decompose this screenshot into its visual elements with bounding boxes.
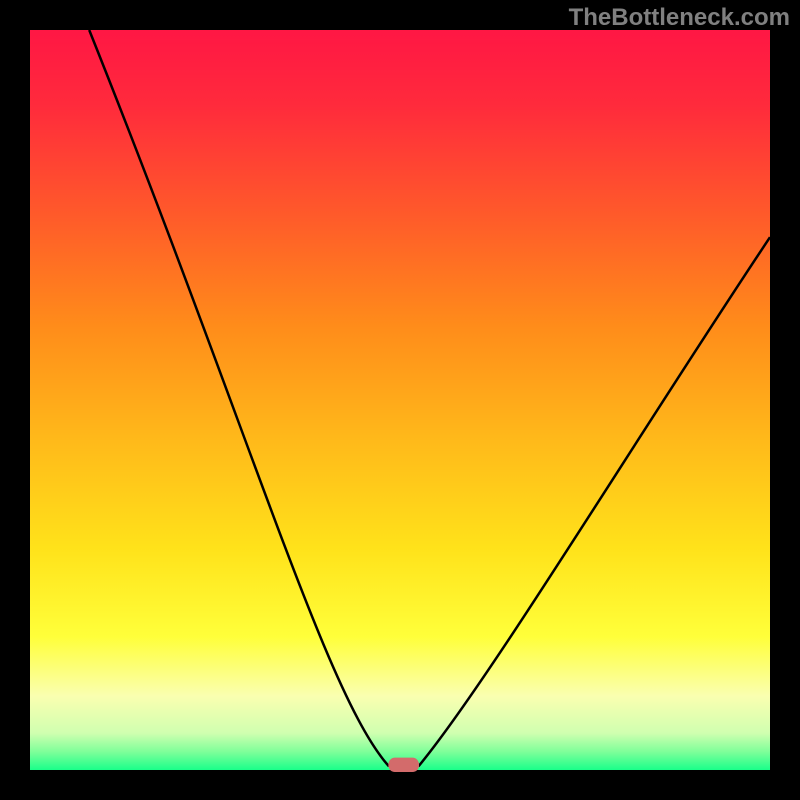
chart-container: TheBottleneck.com: [0, 0, 800, 800]
bottleneck-chart: [0, 0, 800, 800]
plot-gradient-background: [30, 30, 770, 770]
watermark-text: TheBottleneck.com: [569, 4, 790, 32]
optimal-marker: [389, 758, 419, 771]
